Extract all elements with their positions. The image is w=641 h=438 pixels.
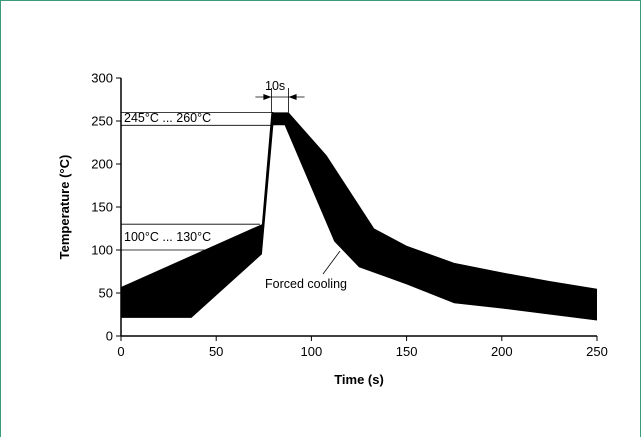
duration-label: 10s (265, 79, 285, 93)
peak-range-label: 245°C ... 260°C (124, 111, 211, 125)
forced-cooling-leader (322, 250, 341, 275)
temperature-band (121, 112, 597, 321)
x-tick-label-200: 200 (491, 344, 513, 359)
y-tick-label-100: 100 (91, 243, 113, 258)
preheat-range-label: 100°C ... 130°C (124, 230, 211, 244)
y-axis-title: Temperature (°C) (57, 155, 72, 260)
duration-arrowhead-left (263, 94, 272, 100)
y-tick-label-250: 250 (91, 114, 113, 129)
y-tick-label-200: 200 (91, 157, 113, 172)
axis-ticks: 0 50 100 150 200 250 0 50 100 150 200 250 300 (91, 71, 608, 360)
y-tick-label-150: 150 (91, 200, 113, 215)
y-tick-label-0: 0 (106, 329, 113, 344)
x-tick-label-150: 150 (396, 344, 418, 359)
duration-arrowhead-right (288, 94, 297, 100)
plot-area (121, 88, 597, 321)
y-tick-label-300: 300 (91, 71, 113, 86)
y-tick-label-50: 50 (99, 286, 113, 301)
x-axis-title: Time (s) (334, 372, 384, 387)
x-tick-label-0: 0 (117, 344, 124, 359)
x-tick-label-250: 250 (586, 344, 608, 359)
x-tick-label-50: 50 (209, 344, 223, 359)
x-tick-label-100: 100 (301, 344, 323, 359)
forced-cooling-label: Forced cooling (265, 277, 347, 291)
